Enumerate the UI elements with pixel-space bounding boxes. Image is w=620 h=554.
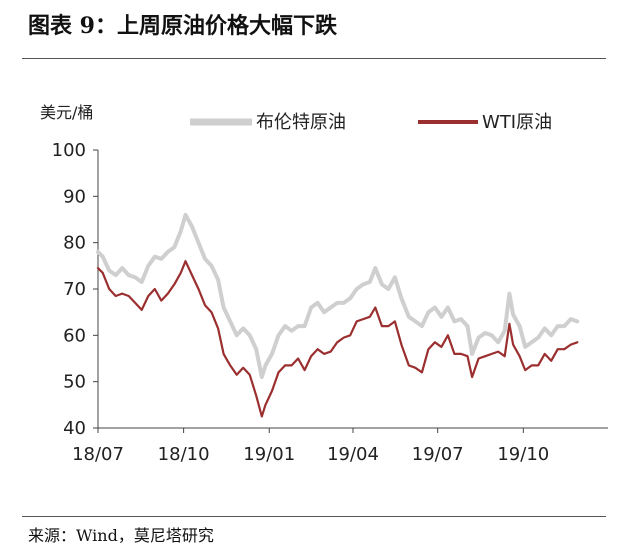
x-tick-label: 19/07 bbox=[412, 444, 464, 465]
y-tick-label: 70 bbox=[63, 279, 86, 300]
legend-label-brent: 布伦特原油 bbox=[256, 112, 346, 133]
y-tick-label: 60 bbox=[63, 325, 86, 346]
line-chart: 美元/桶 布伦特原油 WTI原油 40 50 60 70 80 90 100 18/07 18/… bbox=[40, 103, 608, 465]
y-tick-label: 40 bbox=[63, 418, 86, 439]
x-tick-label: 19/10 bbox=[497, 444, 549, 465]
y-tick-label: 90 bbox=[63, 186, 86, 207]
series-line-wti bbox=[96, 260, 579, 418]
x-tick-label: 19/04 bbox=[327, 444, 379, 465]
y-tick-label: 50 bbox=[63, 372, 86, 393]
y-axis-unit-label: 美元/桶 bbox=[40, 103, 93, 122]
axes: 40 50 60 70 80 90 100 18/07 18/10 19/01 19/04 19/07… bbox=[52, 140, 608, 465]
series-line-brent bbox=[96, 212, 580, 379]
x-tick-label: 18/10 bbox=[158, 444, 210, 465]
y-tick-label: 100 bbox=[52, 140, 86, 161]
y-tick-label: 80 bbox=[63, 233, 86, 254]
legend: 布伦特原油 WTI原油 bbox=[190, 112, 552, 133]
x-tick-label: 19/01 bbox=[243, 444, 295, 465]
chart-title: 图表 9：上周原油价格大幅下跌 bbox=[28, 13, 337, 39]
legend-label-wti: WTI原油 bbox=[482, 112, 552, 133]
series-group bbox=[96, 212, 580, 418]
top-divider bbox=[22, 58, 606, 59]
bottom-divider bbox=[22, 516, 606, 517]
x-tick-label: 18/07 bbox=[72, 444, 124, 465]
source-note: 来源：Wind，莫尼塔研究 bbox=[28, 526, 214, 545]
